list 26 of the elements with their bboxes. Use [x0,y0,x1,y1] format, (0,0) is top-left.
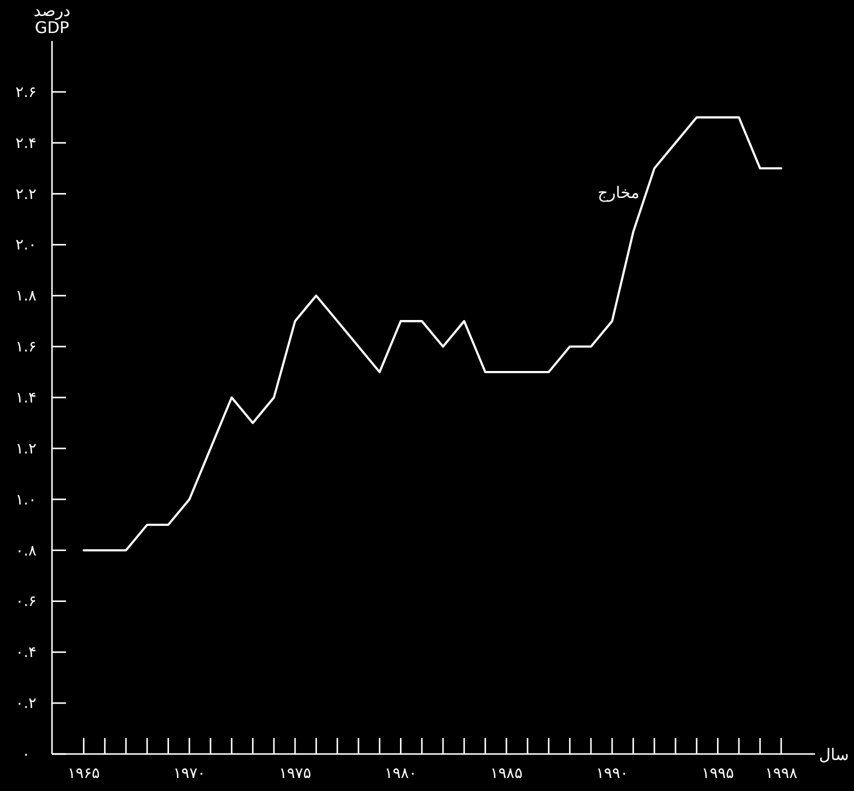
y-tick-label: ۲.۶ [16,82,36,101]
x-tick-label: ۱۹۸۵ [490,764,523,782]
y-tick-label: ۰ [22,745,30,763]
y-tick-label: ۲.۴ [16,134,36,152]
x-tick-label: ۱۹۹۵ [702,764,734,782]
x-tick-label: ۱۹۷۰ [173,764,206,782]
x-tick-label: ۱۹۹۸ [765,764,798,782]
y-tick-label: ۲.۰ [16,236,36,254]
y-tick-label: ۲.۲ [16,184,36,203]
y-axis-title: درصد GDP [32,1,72,37]
y-tick-label: ۱.۶ [16,338,36,356]
y-tick-label: ۰.۲ [16,694,36,712]
x-tick-label: ۱۹۶۵ [68,764,100,782]
y-tick-label: ۱.۴ [16,388,36,406]
x-tick-label: ۱۹۹۰ [596,764,628,782]
x-tick-label: ۱۹۷۵ [278,764,312,782]
line-series [82,116,782,552]
x-axis-title: سال [819,745,849,764]
y-tick-label: ۰.۸ [16,541,36,560]
y-tick-label: ۱.۰ [16,490,36,508]
series-label: مخارج [598,182,640,202]
y-tick-label: ۰.۶ [16,592,36,610]
y-tick-label: ۱.۸ [16,286,36,305]
y-tick-label: ۱.۲ [16,439,36,458]
x-tick-label: ۱۹۸۰ [384,764,417,782]
y-tick-label: ۰.۴ [16,643,36,662]
